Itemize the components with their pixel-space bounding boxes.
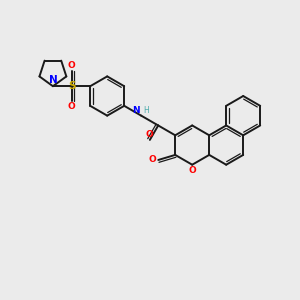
Text: O: O xyxy=(148,155,156,164)
Text: O: O xyxy=(68,102,75,111)
Text: O: O xyxy=(68,61,75,70)
Text: S: S xyxy=(68,81,75,91)
Text: O: O xyxy=(145,130,153,139)
Text: H: H xyxy=(143,106,149,115)
Text: N: N xyxy=(133,106,140,115)
Text: N: N xyxy=(49,75,57,85)
Text: O: O xyxy=(188,166,196,175)
